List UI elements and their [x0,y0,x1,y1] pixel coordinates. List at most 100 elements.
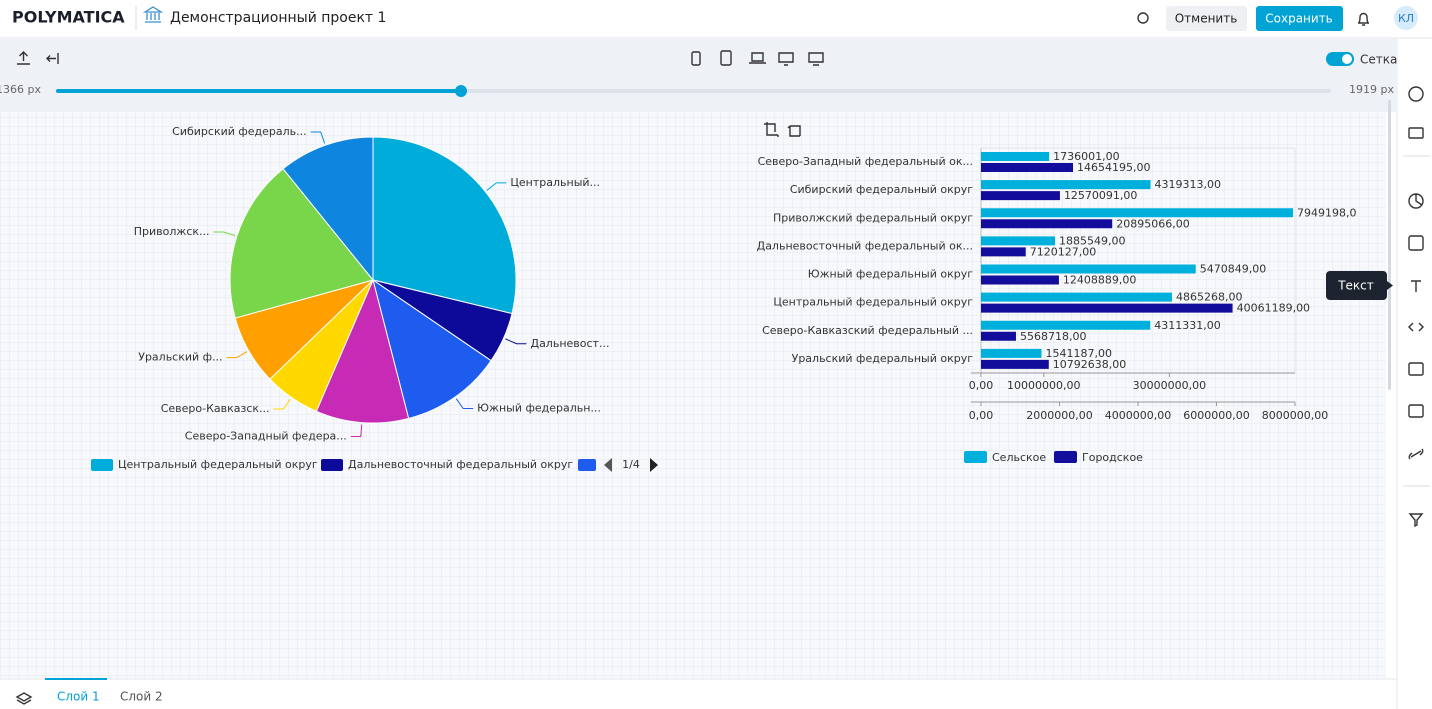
logo[interactable]: POLYMATICA [12,8,125,27]
category-label: Центральный федеральный округ [773,296,973,309]
bar[interactable] [981,348,1042,358]
leader-line [310,131,326,144]
bar[interactable] [981,208,1294,218]
sidebar-link[interactable] [1408,448,1424,460]
legend-label[interactable]: Городское [1082,451,1143,464]
project-name[interactable]: Демонстрационный проект 1 [170,10,386,26]
legend-prev[interactable] [604,458,612,472]
tick-label: 2000000,00 [1026,409,1092,422]
tick-label: 4000000,00 [1105,409,1171,422]
value-label: 1541187,00 [1045,347,1111,360]
cancel-label[interactable]: Отменить [1175,12,1238,26]
slice-label: Северо-Кавказск... [161,402,270,415]
legend-swatch[interactable] [964,451,987,463]
device-tablet[interactable] [720,50,732,66]
crop-icon[interactable] [764,122,779,137]
device-phone[interactable] [691,51,701,66]
bar[interactable] [981,163,1074,172]
scroll-thumb[interactable] [1388,100,1391,390]
tick-label: 30000000,00 [1133,379,1206,392]
slider-max: 1919 px [1349,83,1394,96]
slider-knob[interactable] [455,85,467,97]
bar[interactable] [981,359,1049,369]
sidebar-code[interactable] [1408,322,1424,332]
value-label: 7120127,00 [1030,245,1096,258]
slice-label: Северо-Западный федера... [185,430,347,443]
category-label: Северо-Кавказский федеральный ... [762,324,973,337]
bar[interactable] [981,264,1196,274]
tick-label: 0,00 [969,409,994,422]
pie-slice[interactable] [229,168,374,319]
settings-icon[interactable] [1137,12,1149,24]
sidebar-image[interactable] [1408,404,1424,418]
legend-swatch[interactable] [1054,451,1077,463]
legend-swatch[interactable] [321,459,343,471]
legend-label[interactable]: Дальневосточный федеральный округ [348,458,573,471]
leader-line [486,182,507,191]
save-button[interactable] [1256,6,1343,31]
value-label: 4865268,00 [1176,291,1242,304]
legend-swatch[interactable] [578,459,596,471]
legend-swatch[interactable] [91,459,113,471]
layer-tab[interactable]: Слой 2 [120,690,163,704]
grid-toggle-knob[interactable] [1342,54,1352,64]
bar[interactable] [981,152,1050,161]
pie-slice[interactable] [372,136,517,315]
bar[interactable] [981,247,1026,257]
bar[interactable] [981,303,1233,313]
bell-icon[interactable] [1358,12,1369,26]
sidebar-pie-cut [1415,194,1423,206]
rotate-icon[interactable] [787,125,801,137]
canvas-grid [0,112,1386,678]
layer-tab[interactable]: Слой 1 [57,690,100,704]
slider-fill [56,89,461,93]
upload-icon[interactable] [17,51,30,65]
pie-slice[interactable] [372,278,492,420]
device-wide[interactable] [808,52,824,66]
tooltip [1326,271,1387,300]
sidebar-layers[interactable] [1408,127,1424,139]
device-laptop[interactable] [749,52,766,64]
sidebar-filter[interactable] [1408,513,1424,528]
bar[interactable] [981,320,1151,330]
tick-label: 0,00 [969,379,994,392]
bar[interactable] [981,236,1056,246]
pie-slice[interactable] [282,136,374,282]
category-label: Дальневосточный федеральный ок... [757,239,973,252]
category-label: Сибирский федеральный округ [790,183,973,196]
collapse-icon[interactable] [46,53,59,64]
leader-line [226,351,248,359]
cancel-button[interactable] [1166,6,1247,31]
legend-label[interactable]: Сельское [992,451,1046,464]
sidebar-text[interactable] [1411,280,1421,292]
project-icon [142,6,164,23]
bar[interactable] [981,292,1172,302]
legend-label[interactable]: Центральный федеральный округ [118,458,318,471]
leader-line [350,424,363,438]
pie-slice[interactable] [315,278,410,424]
avatar-initials[interactable]: КЛ [1398,12,1414,25]
bar[interactable] [981,331,1016,341]
bar[interactable] [981,191,1060,201]
value-label: 12570091,00 [1064,189,1137,202]
grid-toggle-label[interactable]: Сетка [1360,53,1397,67]
sidebar-video[interactable] [1408,362,1424,376]
bar[interactable] [981,180,1151,190]
legend-page: 1/4 [622,458,640,471]
value-label: 7949198,0 [1297,206,1357,219]
save-label[interactable]: Сохранить [1265,12,1333,26]
sidebar-palette[interactable] [1408,86,1424,102]
device-desktop[interactable] [778,52,794,66]
slice-label: Приволжск... [134,225,210,238]
legend-next[interactable] [650,458,658,472]
bar[interactable] [981,219,1113,229]
bar[interactable] [981,275,1059,285]
charts: Центральный... Дальневост... Южный федерал… [91,125,1357,472]
tooltip-arrow [1387,281,1393,290]
sidebar-svg[interactable] [1408,235,1424,251]
avatar[interactable] [1394,6,1418,30]
category-label: Уральский федеральный округ [792,352,974,365]
tooltip-text: Текст [1337,279,1374,293]
